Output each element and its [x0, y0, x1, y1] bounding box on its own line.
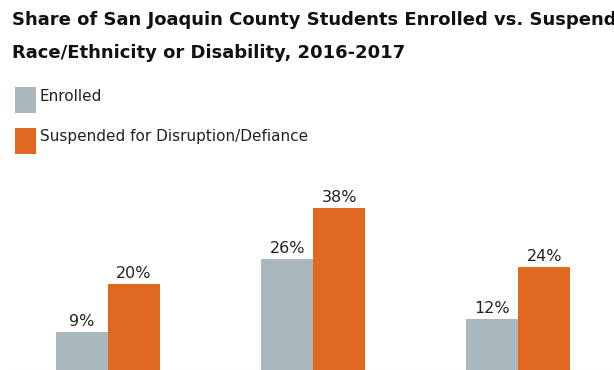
- Text: 38%: 38%: [321, 189, 357, 205]
- Bar: [466, 319, 518, 370]
- Text: Enrolled: Enrolled: [40, 89, 103, 104]
- Bar: [56, 332, 108, 370]
- Bar: [108, 285, 160, 370]
- Text: Race/Ethnicity or Disability, 2016-2017: Race/Ethnicity or Disability, 2016-2017: [12, 44, 405, 63]
- Bar: [261, 259, 313, 370]
- Text: Suspended for Disruption/Defiance: Suspended for Disruption/Defiance: [40, 130, 308, 144]
- Bar: [518, 268, 570, 370]
- Bar: [313, 208, 365, 370]
- Text: 24%: 24%: [527, 249, 562, 265]
- Text: 9%: 9%: [69, 313, 95, 329]
- Text: 12%: 12%: [475, 301, 510, 316]
- Text: Share of San Joaquin County Students Enrolled vs. Suspended for Defiance by: Share of San Joaquin County Students Enr…: [12, 11, 614, 29]
- Text: 26%: 26%: [270, 241, 305, 256]
- Text: 20%: 20%: [116, 266, 152, 282]
